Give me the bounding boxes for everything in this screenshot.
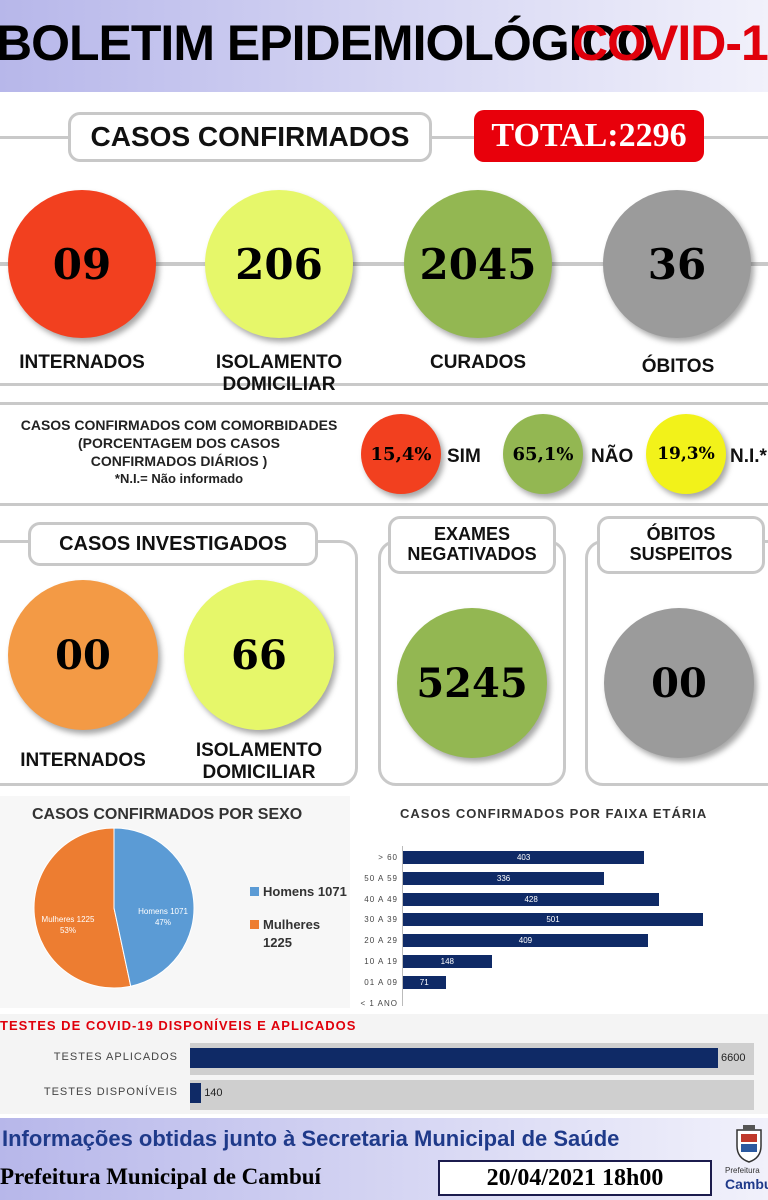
inv-isolamento-label: ISOLAMENTO DOMICILIAR	[195, 740, 323, 783]
faixa-bar: 501	[403, 913, 703, 927]
prefeitura-logo: Prefeitura Cambuí	[725, 1124, 768, 1196]
curados-value: 2045	[419, 239, 537, 289]
faixa-category-label: 20 A 29	[364, 936, 398, 946]
faixa-category-label: 10 A 19	[364, 957, 398, 966]
curados-circle: 2045	[404, 190, 552, 338]
faixa-category-label: < 1 ANO	[360, 998, 398, 1008]
faixa-category-label: 50 A 59	[364, 873, 398, 883]
sim-label: SIM	[447, 446, 481, 467]
header-title-red: COVID-19	[572, 15, 768, 71]
isolamento-label: ISOLAMENTO DOMICILIAR	[215, 352, 343, 395]
logo-text-2: Cambuí	[725, 1176, 768, 1192]
faixa-category-label: 30 A 39	[364, 915, 398, 925]
footer-source: Informações obtidas junto à Secretaria M…	[2, 1126, 620, 1151]
faixa-category-label: 40 A 49	[364, 894, 398, 904]
legend-homens: Homens 1071	[250, 884, 347, 899]
inv-isolamento-circle: 66	[184, 580, 334, 730]
isolamento-value: 206	[235, 239, 323, 289]
comorbidades-frame	[0, 402, 768, 506]
inv-internados-label: INTERNADOS	[20, 750, 146, 771]
investigados-title: CASOS INVESTIGADOS	[28, 522, 318, 566]
faixa-title: CASOS CONFIRMADOS POR FAIXA ETÁRIA	[400, 806, 708, 821]
legend-homens-swatch	[250, 887, 259, 896]
inv-internados-value: 00	[55, 631, 111, 679]
obitos-value: 36	[647, 239, 707, 289]
pie-label-mulheres-pct: 53%	[59, 926, 76, 936]
header-banner: BOLETIM EPIDEMIOLÓGICO COVID-19	[0, 0, 768, 92]
inv-internados-circle: 00	[8, 580, 158, 730]
connector-line	[0, 262, 768, 266]
nao-circle: 65,1%	[503, 414, 583, 494]
total-badge: TOTAL:2296	[474, 110, 704, 162]
pie-label-homens-pct: 47%	[154, 918, 171, 928]
curados-label: CURADOS	[429, 352, 527, 373]
faixa-bar: 148	[403, 955, 492, 968]
confirmados-title: CASOS CONFIRMADOS	[68, 112, 432, 162]
obitos-label: ÓBITOS	[641, 356, 715, 377]
pie-label-mulheres: Mulheres 1225 53%	[30, 914, 106, 936]
internados-label: INTERNADOS	[19, 352, 145, 373]
sexo-pie-chart	[33, 827, 195, 989]
testes-category-label: TESTES APLICADOS	[53, 1051, 178, 1063]
nao-value: 65,1%	[512, 443, 574, 465]
faixa-bar: 71	[403, 975, 446, 989]
pie-label-homens-name: Homens 1071	[138, 907, 188, 916]
faixa-bar: 409	[403, 934, 648, 948]
exames-title: EXAMES NEGATIVADOS	[388, 516, 556, 574]
exames-circle: 5245	[397, 608, 547, 758]
comorbidades-line2: (PORCENTAGEM DOS CASOS	[78, 435, 280, 452]
exames-value: 5245	[416, 659, 528, 707]
ni-value: 19,3%	[657, 444, 715, 464]
sim-value: 15,4%	[370, 443, 432, 465]
sim-circle: 15,4%	[361, 414, 441, 494]
faixa-category-label: > 60	[378, 853, 398, 862]
coat-of-arms-icon	[736, 1125, 762, 1163]
pie-label-mulheres-name: Mulheres 1225	[41, 915, 95, 924]
internados-circle: 09	[8, 190, 156, 338]
legend-mulheres: Mulheres 1225	[250, 916, 320, 951]
footer-banner: Informações obtidas junto à Secretaria M…	[0, 1118, 768, 1200]
legend-mulheres-text1: Mulheres	[263, 917, 321, 932]
obitos-suspeitos-value: 00	[651, 659, 707, 707]
faixa-bar: 403	[403, 851, 645, 864]
legend-homens-text: Homens 1071	[263, 884, 347, 899]
comorbidades-text: CASOS CONFIRMADOS COM COMORBIDADES (PORC…	[0, 416, 358, 487]
internados-value: 09	[52, 239, 112, 289]
ni-label: N.I.*	[730, 446, 767, 467]
header-title: BOLETIM EPIDEMIOLÓGICO	[0, 15, 656, 71]
pie-label-homens: Homens 1071 47%	[125, 906, 201, 928]
comorbidades-line3: CONFIRMADOS DIÁRIOS )	[90, 453, 268, 470]
faixa-category-label: 01 A 09	[364, 977, 398, 987]
logo-text-1: Prefeitura	[725, 1166, 760, 1175]
comorbidades-line1: CASOS CONFIRMADOS COM COMORBIDADES	[20, 417, 338, 433]
testes-category-label: TESTES DISPONÍVEIS	[43, 1086, 178, 1098]
faixa-axis	[402, 846, 403, 1006]
testes-value-label: 140	[204, 1087, 223, 1099]
sexo-title: CASOS CONFIRMADOS POR SEXO	[32, 806, 303, 823]
testes-bar	[190, 1048, 718, 1068]
obitos-suspeitos-circle: 00	[604, 608, 754, 758]
legend-mulheres-text2: 1225	[263, 934, 292, 950]
pie-slice-homens	[113, 827, 195, 987]
comorbidades-line4: *N.I.= Não informado	[114, 470, 244, 486]
testes-track-2	[190, 1080, 754, 1110]
ni-circle: 19,3%	[646, 414, 726, 494]
nao-label: NÃO	[591, 446, 634, 467]
faixa-bar: 336	[403, 871, 605, 885]
pie-slice-mulheres	[33, 827, 132, 989]
legend-mulheres-swatch	[250, 920, 259, 929]
isolamento-circle: 206	[205, 190, 353, 338]
testes-value-label: 6600	[721, 1052, 746, 1064]
footer-datetime: 20/04/2021 18h00	[438, 1160, 712, 1196]
footer-prefeitura: Prefeitura Municipal de Cambuí	[0, 1164, 321, 1189]
obitos-circle: 36	[603, 190, 751, 338]
testes-bar	[190, 1083, 202, 1103]
inv-isolamento-value: 66	[231, 631, 287, 679]
testes-title: TESTES DE COVID-19 DISPONÍVEIS E APLICAD…	[0, 1018, 357, 1033]
faixa-bar: 428	[403, 892, 660, 906]
obitos-suspeitos-title: ÓBITOS SUSPEITOS	[597, 516, 765, 574]
